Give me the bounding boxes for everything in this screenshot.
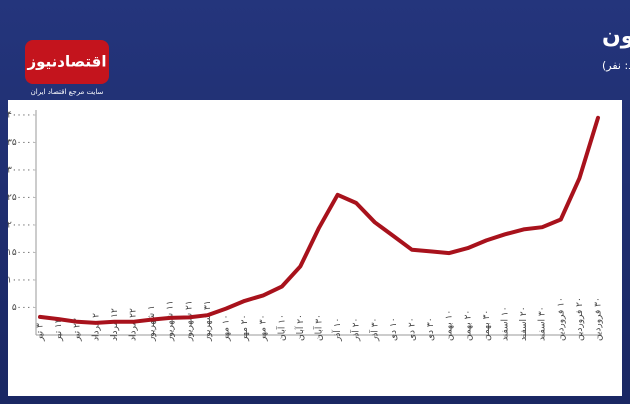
- x-tick-label: ۳۰ دی: [426, 317, 436, 341]
- logo-box: [25, 40, 109, 84]
- x-tick-label: ۲۱ شهریور: [184, 300, 194, 342]
- x-tick-label: ۲۰ اسفند: [519, 306, 529, 341]
- x-tick-label: ۱۱ شهریور: [166, 300, 176, 342]
- x-tick-label: ۲۰ بهمن: [463, 310, 473, 341]
- x-tick-label: ۳۰ آبان: [313, 314, 325, 341]
- x-tick-label: ۱۰ فروردین: [556, 297, 566, 341]
- y-tick-label: ۱۵۰۰۰۰: [7, 248, 36, 258]
- x-tick-label: ۳۰ مهر: [259, 315, 269, 342]
- logo-name: اقتصادنیوز: [27, 53, 107, 71]
- y-tick-label: ۴۰۰۰۰۰: [7, 111, 36, 121]
- x-tick-label: ۳۰ بهمن: [482, 310, 492, 341]
- x-tick-label: ۲۰ فروردین: [575, 297, 585, 341]
- x-tick-label: ۲۰ آذر: [350, 318, 362, 342]
- x-tick-label: ۱۲ مرداد: [110, 308, 120, 341]
- chart-subtitle: (واحد: نفر): [602, 59, 630, 72]
- x-tick-label: ۲۳ تیر: [73, 318, 83, 342]
- y-tick-label: ۲۵۰۰۰۰: [7, 193, 36, 203]
- x-tick-label: ۳۰ آذر: [368, 318, 380, 342]
- x-tick-label: ۲۲ مرداد: [129, 308, 139, 341]
- x-tick-label: ۱۰ بهمن: [445, 310, 455, 341]
- x-tick-label: ۳۰ فروردین: [594, 297, 604, 341]
- x-tick-label: ۱ شهریور: [147, 305, 157, 342]
- x-tick-label: ۲۰ مهر: [240, 315, 250, 342]
- x-tick-label: ۳۰ اسفند: [538, 306, 548, 341]
- y-tick-label: ۲۰۰۰۰۰: [7, 221, 36, 231]
- plot-panel: [8, 100, 622, 396]
- x-tick-label: ۱۰ اسفند: [501, 306, 511, 341]
- x-tick-label: ۱۰ مهر: [222, 315, 232, 342]
- y-tick-label: ۵۰۰۰۰: [12, 303, 36, 313]
- x-tick-label: ۳۱ شهریور: [203, 300, 213, 342]
- chart-title: | روند وضعیت تحت درمان از ابتدا تاکنون: [602, 24, 630, 49]
- x-tick-label: ۳ تیر: [36, 323, 46, 342]
- y-tick-label: ۱۰۰۰۰۰: [7, 276, 36, 286]
- y-tick-label: ۳۰۰۰۰۰: [7, 166, 36, 176]
- data-line: [38, 115, 600, 325]
- x-tick-label: ۱۳ تیر: [54, 318, 64, 342]
- x-tick-label: ۲۰ آبان: [294, 314, 306, 341]
- logo-tagline: سایت مرجع اقتصاد ایران: [31, 88, 104, 96]
- x-tick-label: ۱۰ آذر: [331, 318, 343, 342]
- x-tick-label: ۲۰ دی: [408, 317, 418, 341]
- x-tick-label: ۱۰ آبان: [275, 314, 287, 341]
- x-tick-label: ۱۰ دی: [389, 317, 399, 341]
- y-tick-label: ۳۵۰۰۰۰: [7, 138, 36, 148]
- x-tick-label: ۲ مرداد: [91, 313, 101, 341]
